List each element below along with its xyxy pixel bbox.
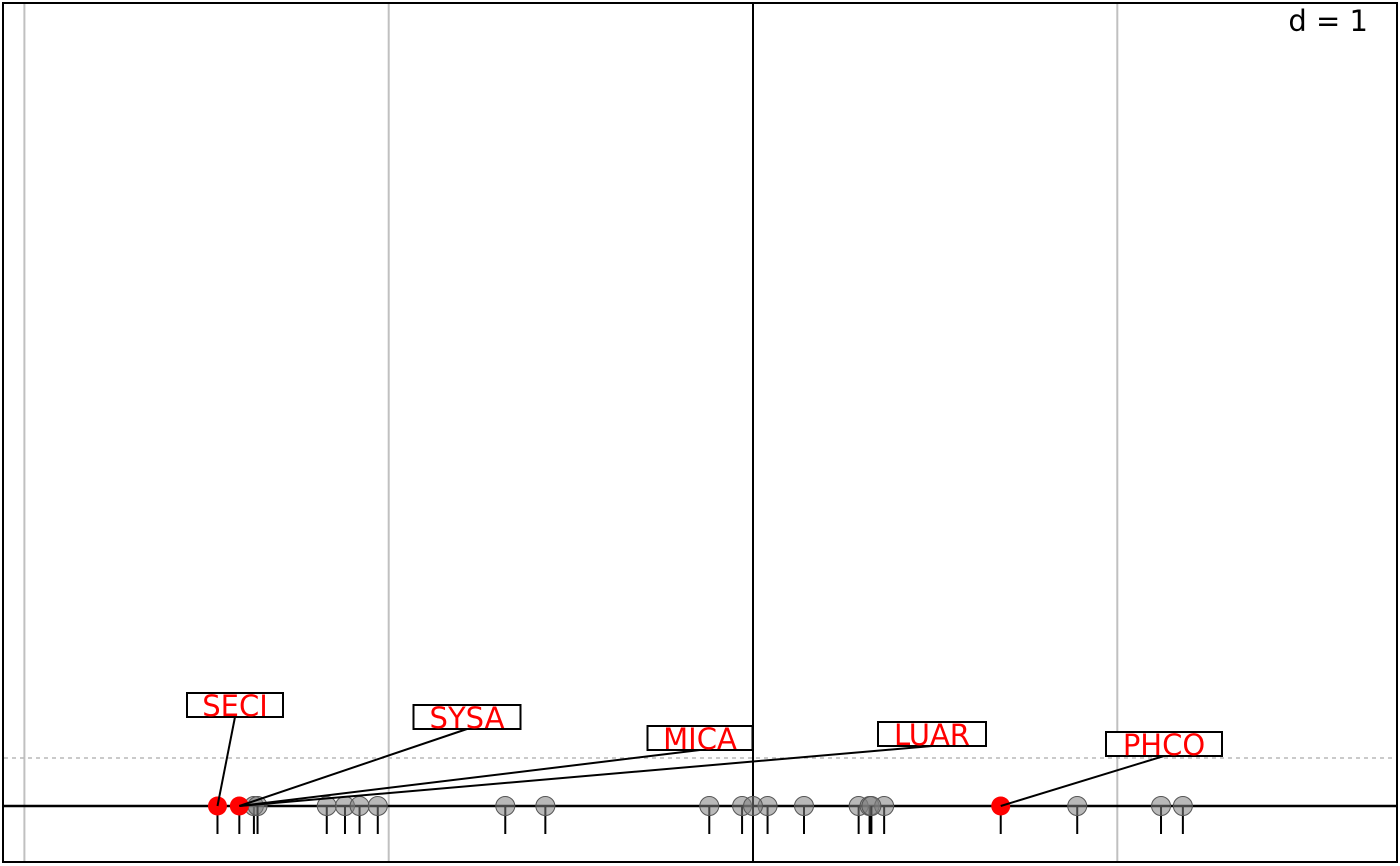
label-box (1105, 731, 1223, 757)
data-point (699, 796, 720, 816)
point-label: MICA (646, 722, 754, 756)
label-text: MICA (663, 722, 737, 756)
labels: SECI SYSA MICA LUAR PHCO (186, 689, 1223, 807)
point-label: LUAR (877, 718, 987, 752)
label-connector (239, 745, 933, 807)
points (207, 796, 1193, 834)
data-point (1067, 796, 1088, 816)
point-label: SECI (186, 689, 284, 723)
label-box (877, 721, 987, 747)
grid-step-label: d = 1 (1288, 4, 1368, 38)
data-point (1151, 796, 1172, 816)
data-point (794, 796, 815, 816)
data-point (367, 796, 388, 816)
label-text: SYSA (430, 701, 505, 735)
data-point (495, 796, 516, 816)
label-text: SECI (202, 689, 268, 723)
label-connector (239, 728, 468, 807)
point-label: SYSA (412, 701, 522, 735)
data-point (1172, 796, 1193, 816)
data-point (349, 796, 370, 816)
data-point (535, 796, 556, 816)
label-connector (216, 716, 236, 807)
label-box (646, 725, 754, 751)
label-connector (239, 749, 701, 807)
label-box (412, 704, 522, 730)
label-connector (1000, 755, 1165, 807)
point-label: PHCO (1105, 728, 1223, 762)
label-text: LUAR (894, 718, 970, 752)
data-point (861, 796, 882, 816)
label-box (186, 692, 284, 718)
label-text: PHCO (1123, 728, 1205, 762)
data-point (743, 796, 763, 816)
grid (23, 3, 1119, 862)
